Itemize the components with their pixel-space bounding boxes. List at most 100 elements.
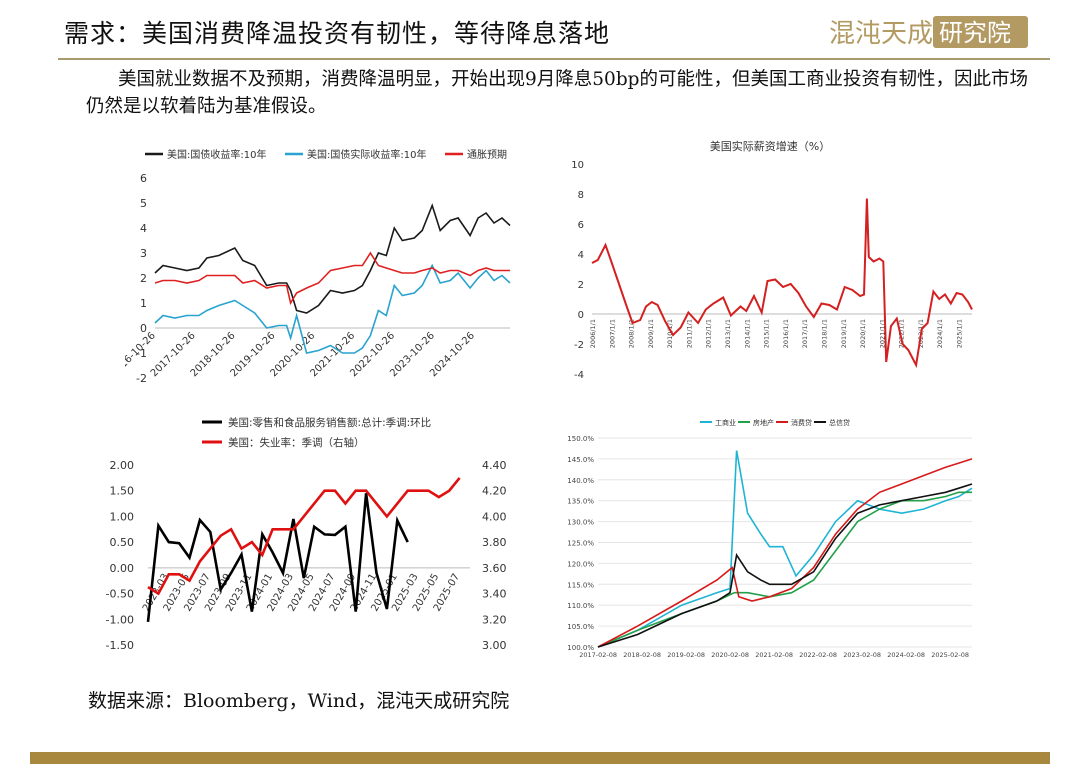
- x-tick-label-11: 2017/1/1: [801, 319, 809, 348]
- y-tick-label-0: -4: [574, 370, 584, 381]
- logo-badge: [933, 16, 1028, 48]
- y-tick-label-3: 115.0%: [567, 581, 594, 589]
- y-tick-label-1: -1.00: [106, 613, 134, 626]
- legend-label-0: 工商业: [715, 418, 736, 427]
- y-tick-label-6: 8: [578, 190, 584, 201]
- x-tick-label-1: 2018-02-08: [623, 651, 661, 659]
- y-tick-label-2: -0.50: [106, 588, 134, 601]
- y-tick-label-7: 135.0%: [567, 498, 594, 506]
- x-tick-label-6: 2023-02-08: [843, 651, 881, 659]
- y-tick-label-4: 120.0%: [567, 560, 594, 568]
- legend-label-1: 美国:国债实际收益率:10年: [307, 148, 426, 161]
- x-tick-label-19: 2025/1/1: [955, 319, 963, 348]
- series-line-0: [597, 450, 973, 648]
- y-tick-label-2: 110.0%: [567, 602, 594, 610]
- y-tick-label-9: 145.0%: [567, 456, 594, 464]
- y2-tick-label-4: 3.80: [482, 536, 507, 549]
- chart-title: 美国实际薪资增速（%）: [710, 139, 830, 153]
- page-title: 需求：美国消费降温投资有韧性，等待降息落地: [64, 19, 611, 48]
- y-tick-label-1: -1: [136, 347, 147, 360]
- x-tick-label-2: 2008/1/1: [628, 319, 636, 348]
- y-tick-label-5: 3: [140, 247, 147, 260]
- y-tick-label-2: 0: [140, 322, 147, 335]
- brand-logo: 混沌天成 研究院: [829, 16, 1028, 49]
- series-line-2: [154, 251, 510, 306]
- legend-label-0: 美国:国债收益率:10年: [167, 148, 266, 161]
- logo-brand-mark: 混沌天成: [829, 19, 933, 49]
- x-tick-label-3: 2009/1/1: [647, 319, 655, 348]
- y2-tick-label-5: 4.00: [482, 510, 507, 523]
- x-tick-label-1: 2007/1/1: [608, 319, 616, 348]
- y-tick-label-0: -2: [136, 372, 147, 385]
- y-tick-label-6: 4: [140, 222, 147, 235]
- y-tick-label-1: -2: [574, 340, 584, 351]
- real-wage-chart: 美国实际薪资增速（%） -4 -2 0 2 4 6 8 10 2006/1/1 2007/1/1 20…: [571, 139, 973, 381]
- legend-label-0: 美国:零售和食品服务销售额:总计:季调:环比: [228, 416, 431, 429]
- x-tick-label-10: 2016/1/1: [782, 319, 790, 348]
- x-tick-label-2: 2019-02-08: [667, 651, 705, 659]
- y-tick-label-0: 100.0%: [567, 644, 594, 652]
- logo-institute-mark: 研究院: [939, 19, 1011, 47]
- yield-chart: -2-101234562016-10-262017-10-262018-10-2…: [125, 148, 511, 385]
- legend-label-1: 美国：失业率：季调（右轴）: [228, 436, 365, 449]
- retail-unemployment-chart: -1.50 -1.00 -0.50 0.00 0.50 1.00 1.50 2.00 3.00 3…: [106, 416, 507, 652]
- series-line-0: [146, 493, 409, 623]
- footer-bar: [30, 752, 1050, 764]
- x-tick-label-8: 2014/1/1: [743, 319, 751, 348]
- x-tick-label-5: 2022-02-08: [799, 651, 837, 659]
- y-tick-label-8: 140.0%: [567, 477, 594, 485]
- y-tick-label-3: 2: [578, 280, 584, 291]
- y-tick-label-3: 0.00: [110, 562, 135, 575]
- x-tick-label-18: 2024/1/1: [936, 319, 944, 348]
- y-tick-label-5: 125.0%: [567, 540, 594, 548]
- y-tick-label-8: 6: [140, 172, 147, 185]
- y-tick-label-4: 4: [578, 250, 584, 261]
- x-tick-label-8: 2025-02-08: [931, 651, 969, 659]
- series-line-3: [597, 483, 973, 648]
- legend-label-2: 消费贷: [791, 418, 812, 427]
- x-tick-label-12: 2018/1/1: [820, 319, 828, 348]
- series-line-0: [591, 198, 973, 369]
- x-tick-label-7: 2013/1/1: [724, 319, 732, 348]
- y-tick-label-1: 105.0%: [567, 623, 594, 631]
- y-tick-label-6: 130.0%: [567, 519, 594, 527]
- x-tick-label-6: 2012/1/1: [705, 319, 713, 348]
- series-line-1: [147, 477, 461, 596]
- series-line-1: [597, 491, 972, 648]
- x-tick-label-9: 2015/1/1: [763, 319, 771, 348]
- y-tick-label-4: 2: [140, 272, 147, 285]
- x-tick-label-0: 2006/1/1: [589, 319, 597, 348]
- y-tick-label-3: 1: [140, 297, 147, 310]
- legend-label-1: 房地产: [753, 418, 774, 427]
- y-tick-label-6: 1.50: [110, 485, 135, 498]
- x-tick-label-0: 2017-02-08: [579, 651, 617, 659]
- legend-label-3: 总信贷: [829, 418, 850, 427]
- y-tick-label-2: 0: [578, 310, 584, 321]
- x-tick-label-15: 2021/1/1: [878, 319, 886, 348]
- series-line-0: [154, 203, 511, 314]
- x-tick-label-14: 2020/1/1: [859, 319, 867, 348]
- y-tick-label-7: 10: [571, 160, 584, 171]
- y2-tick-label-7: 4.40: [482, 459, 507, 472]
- y2-tick-label-6: 4.20: [482, 485, 507, 498]
- y2-tick-label-0: 3.00: [482, 639, 507, 652]
- y-tick-label-5: 6: [578, 220, 584, 231]
- y-tick-label-5: 1.00: [110, 510, 135, 523]
- x-tick-label-7: 2024-02-08: [887, 651, 925, 659]
- data-source-note: 数据来源：Bloomberg，Wind，混沌天成研究院: [88, 690, 510, 712]
- x-tick-label-4: 2010/1/1: [666, 319, 674, 348]
- x-tick-label-4: 2021-02-08: [755, 651, 793, 659]
- x-tick-label-13: 2019/1/1: [840, 319, 848, 348]
- x-tick-label-5: 2011/1/1: [685, 319, 693, 348]
- y2-tick-label-2: 3.40: [482, 588, 507, 601]
- title-rule: [58, 58, 1050, 60]
- credit-growth-chart: 100.0% 105.0% 110.0% 115.0% 120.0% 125.0% 130.…: [567, 418, 973, 659]
- y-tick-label-0: -1.50: [106, 639, 134, 652]
- y-tick-label-7: 2.00: [110, 459, 135, 472]
- x-tick-label-3: 2020-02-08: [711, 651, 749, 659]
- y-tick-label-7: 5: [140, 197, 147, 210]
- series-line-1: [154, 263, 511, 354]
- x-tick-label-16: 2022/1/1: [898, 319, 906, 348]
- y2-tick-label-1: 3.20: [482, 613, 507, 626]
- y-tick-label-4: 0.50: [110, 536, 135, 549]
